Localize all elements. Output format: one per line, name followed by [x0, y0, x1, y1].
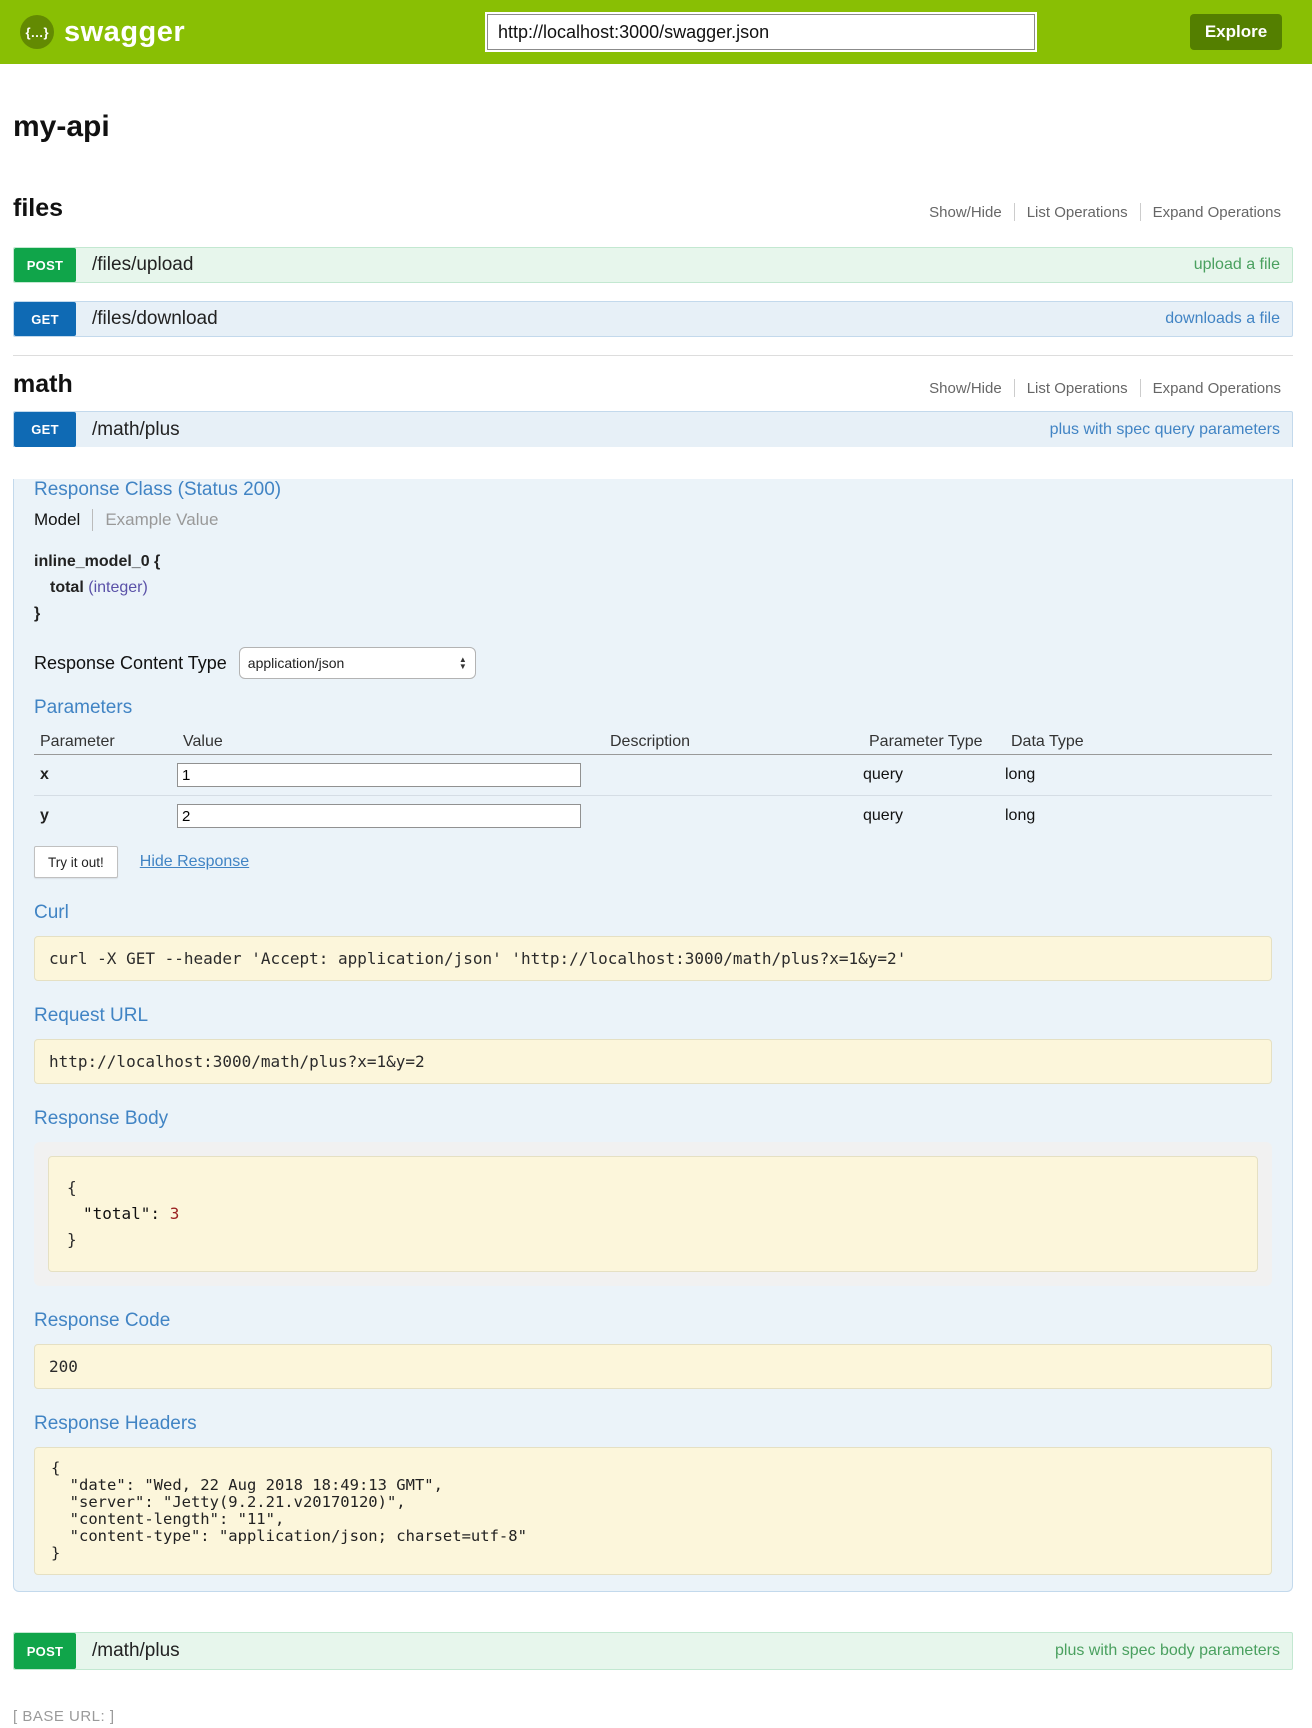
op-row-get-math-plus[interactable]: GET /math/plus plus with spec query para…: [13, 411, 1293, 447]
response-body-container: { "total": 3 }: [34, 1142, 1272, 1286]
hide-response-link[interactable]: Hide Response: [139, 853, 250, 870]
op-row-post-math-plus[interactable]: POST /math/plus plus with spec body para…: [13, 1632, 1293, 1670]
parameters-heading: Parameters: [34, 697, 133, 718]
get-method-badge: GET: [14, 412, 76, 447]
col-data-type: Data Type: [1011, 732, 1084, 750]
op-row-post-files-upload[interactable]: POST /files/upload upload a file: [13, 247, 1293, 283]
model-property-name: total: [50, 579, 84, 596]
op-path[interactable]: /files/download: [92, 308, 218, 329]
param-type: query: [863, 807, 904, 824]
parameters-table-header: Parameter Value Description Parameter Ty…: [34, 729, 1272, 755]
op-summary-link[interactable]: downloads a file: [1165, 310, 1280, 327]
spec-url-input[interactable]: [485, 12, 1037, 52]
model-close-brace: }: [34, 605, 41, 622]
operation-detail-panel: Response Class (Status 200) Model Exampl…: [13, 479, 1293, 1592]
col-parameter: Parameter: [40, 732, 115, 750]
json-open-brace: {: [67, 1178, 77, 1197]
param-y-input[interactable]: [177, 804, 581, 828]
op-summary-link[interactable]: upload a file: [1193, 256, 1280, 273]
response-code-box: 200: [34, 1344, 1272, 1389]
tab-example-value[interactable]: Example Value: [105, 510, 219, 529]
response-class-tabs: Model Example Value: [34, 509, 1272, 531]
model-property-type: (integer): [88, 579, 148, 596]
response-headers-heading: Response Headers: [34, 1413, 197, 1434]
post-method-badge: POST: [14, 1633, 76, 1669]
content-type-select[interactable]: application/json ▲ ▼: [238, 647, 476, 679]
op-summary-link[interactable]: plus with spec query parameters: [1049, 420, 1280, 438]
swagger-logo-text: swagger: [64, 15, 186, 48]
base-url-label: [ BASE URL: ]: [13, 1708, 115, 1725]
response-body-box: { "total": 3 }: [48, 1156, 1258, 1272]
response-headers-json: { "date": "Wed, 22 Aug 2018 18:49:13 GMT…: [51, 1459, 527, 1562]
op-path[interactable]: /math/plus: [92, 418, 180, 440]
response-body-heading: Response Body: [34, 1108, 169, 1129]
response-code-heading: Response Code: [34, 1310, 171, 1331]
col-description: Description: [610, 732, 691, 750]
param-row-x: x query long: [34, 755, 1272, 796]
files-section-controls: Show/Hide List Operations Expand Operati…: [917, 203, 1293, 223]
math-heading[interactable]: math: [13, 370, 73, 398]
swagger-logo[interactable]: {…} swagger: [20, 15, 185, 49]
curl-heading: Curl: [34, 902, 69, 923]
files-heading[interactable]: files: [13, 194, 64, 222]
math-expand-operations-link[interactable]: Expand Operations: [1152, 379, 1281, 397]
separator: [1013, 203, 1015, 221]
content-type-selected-value: application/json: [247, 655, 345, 671]
separator: [92, 509, 94, 531]
op-path[interactable]: /files/upload: [92, 254, 194, 275]
math-show-hide-link[interactable]: Show/Hide: [929, 379, 1002, 397]
col-value: Value: [183, 732, 223, 750]
param-x-input[interactable]: [177, 763, 581, 787]
try-it-out-button[interactable]: Try it out!: [34, 846, 118, 878]
model-signature: inline_model_0 { total (integer) }: [34, 549, 1272, 627]
get-method-badge: GET: [14, 302, 76, 336]
col-parameter-type: Parameter Type: [869, 732, 983, 750]
math-section-controls: Show/Hide List Operations Expand Operati…: [917, 379, 1293, 399]
curl-command-box: curl -X GET --header 'Accept: applicatio…: [34, 936, 1272, 981]
param-name: y: [40, 807, 49, 824]
parameters-table: Parameter Value Description Parameter Ty…: [34, 729, 1272, 836]
model-open-brace: inline_model_0 {: [34, 553, 161, 570]
explore-button[interactable]: Explore: [1190, 14, 1282, 50]
section-divider: [13, 355, 1293, 356]
response-content-type-row: Response Content Type application/json ▲…: [34, 647, 1272, 679]
request-url-heading: Request URL: [34, 1005, 149, 1026]
op-summary-link[interactable]: plus with spec body parameters: [1055, 1642, 1280, 1659]
files-expand-operations-link[interactable]: Expand Operations: [1152, 203, 1281, 221]
separator: [1139, 379, 1141, 397]
param-type: query: [863, 766, 904, 783]
select-arrows-icon: ▲ ▼: [458, 655, 467, 671]
post-method-badge: POST: [14, 248, 76, 282]
response-content-type-label: Response Content Type: [34, 652, 227, 673]
response-headers-box: { "date": "Wed, 22 Aug 2018 18:49:13 GMT…: [34, 1447, 1272, 1575]
json-value: 3: [169, 1204, 180, 1223]
param-name: x: [40, 766, 49, 783]
json-close-brace: }: [67, 1230, 77, 1249]
files-section-header: files Show/Hide List Operations Expand O…: [13, 194, 1293, 223]
api-title: my-api: [13, 110, 110, 143]
op-row-get-files-download[interactable]: GET /files/download downloads a file: [13, 301, 1293, 337]
tab-model[interactable]: Model: [34, 510, 81, 529]
param-row-y: y query long: [34, 796, 1272, 836]
files-list-operations-link[interactable]: List Operations: [1026, 203, 1128, 221]
header-bar: {…} swagger Explore: [0, 0, 1312, 64]
separator: [1139, 203, 1141, 221]
files-show-hide-link[interactable]: Show/Hide: [929, 203, 1002, 221]
response-class-heading: Response Class (Status 200): [34, 479, 282, 500]
math-list-operations-link[interactable]: List Operations: [1026, 379, 1128, 397]
op-path[interactable]: /math/plus: [92, 1640, 180, 1661]
param-data-type: long: [1005, 807, 1036, 824]
request-url-box: http://localhost:3000/math/plus?x=1&y=2: [34, 1039, 1272, 1084]
swagger-logo-icon: {…}: [20, 15, 54, 49]
json-key: "total":: [83, 1204, 161, 1223]
math-section-header: math Show/Hide List Operations Expand Op…: [13, 370, 1293, 399]
try-it-row: Try it out! Hide Response: [34, 846, 1272, 878]
param-data-type: long: [1005, 766, 1036, 783]
separator: [1013, 379, 1015, 397]
